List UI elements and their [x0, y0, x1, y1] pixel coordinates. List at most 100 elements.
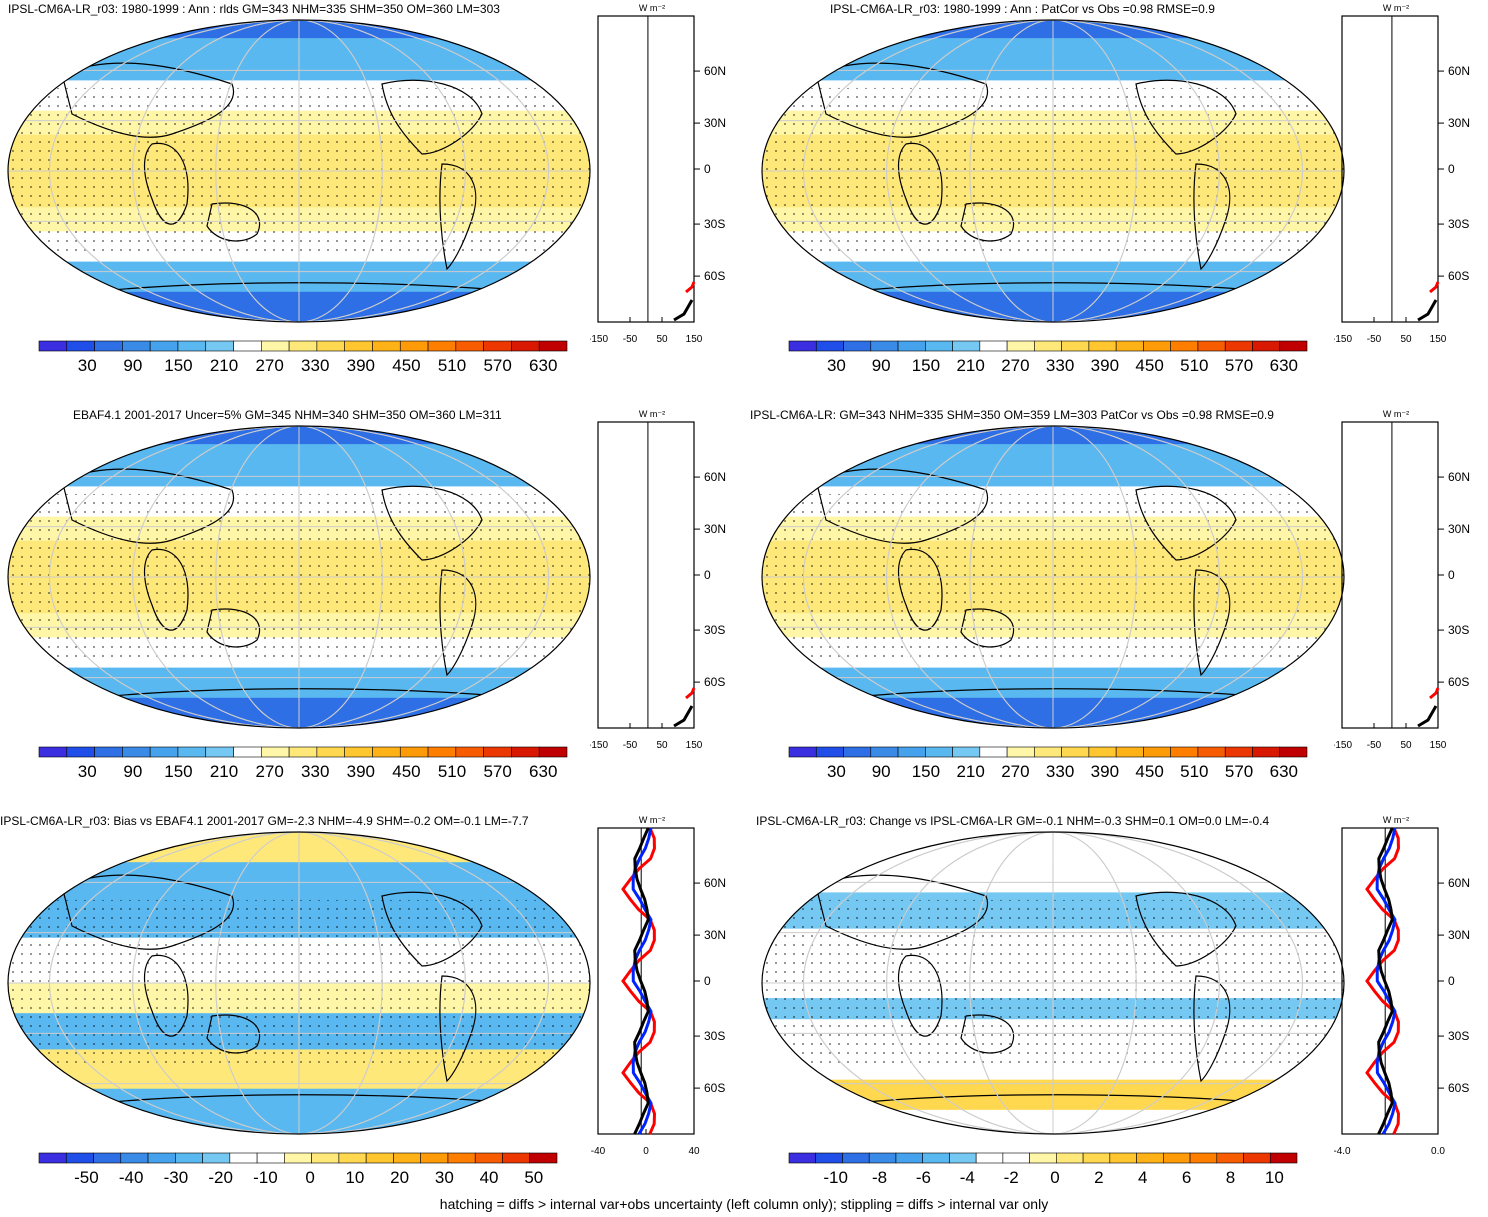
colorbar-tick-label: 150	[164, 762, 192, 782]
colorbar-tick-label: 30	[78, 762, 97, 782]
profile-unit: W m⁻²	[639, 3, 665, 13]
profile-x-tick: 50	[1400, 740, 1412, 751]
latitude-label: 0	[1448, 568, 1455, 582]
colorbar-swatch	[980, 747, 1007, 757]
colorbar-swatch	[816, 747, 843, 757]
colorbar-tick-label: 630	[529, 762, 557, 782]
colorbar-swatch	[66, 1153, 93, 1163]
colorbar	[788, 746, 1308, 760]
profile-line-red	[623, 828, 654, 1134]
colorbar-tick-label: 450	[392, 356, 420, 376]
colorbar-swatch	[206, 747, 234, 757]
profile-x-tick: -150	[1334, 740, 1352, 751]
colorbar-swatch	[67, 341, 95, 351]
colorbar-tick-label: 330	[1046, 762, 1074, 782]
colorbar-swatch	[484, 747, 512, 757]
latitude-label: 0	[704, 568, 711, 582]
colorbar-tick-label: 8	[1226, 1168, 1235, 1188]
colorbar-swatch	[456, 747, 484, 757]
latitude-label: 30S	[1448, 623, 1469, 637]
profile-x-tick: 40	[688, 1146, 700, 1157]
colorbar-swatch	[284, 1153, 311, 1163]
colorbar-swatch	[816, 341, 843, 351]
colorbar-swatch	[150, 747, 178, 757]
profile-x-tick: -150	[590, 334, 608, 345]
colorbar	[788, 1152, 1298, 1166]
latitude-label: 60N	[1448, 64, 1470, 78]
colorbar-swatch	[1062, 747, 1089, 757]
colorbar-tick-label: 270	[255, 356, 283, 376]
colorbar-swatch	[925, 747, 952, 757]
colorbar-swatch	[502, 1153, 529, 1163]
profile-x-tick: 0	[643, 1146, 649, 1157]
colorbar-swatch	[39, 341, 67, 351]
colorbar-swatch	[428, 747, 456, 757]
profile-x-tick: -150	[590, 740, 608, 751]
colorbar-swatch	[925, 341, 952, 351]
colorbar-tick-label: 450	[1135, 762, 1163, 782]
colorbar-swatch	[317, 341, 345, 351]
colorbar-swatch	[898, 341, 925, 351]
colorbar-tick-label: 270	[1001, 762, 1029, 782]
colorbar-swatch	[1089, 341, 1116, 351]
colorbar-swatch	[844, 341, 871, 351]
profile-x-tick: 150	[686, 740, 703, 751]
colorbar-tick-label: 330	[1046, 356, 1074, 376]
colorbar-swatch	[1198, 747, 1225, 757]
colorbar-swatch	[1244, 1153, 1271, 1163]
colorbar-swatch	[1225, 341, 1252, 351]
colorbar-tick-label: -6	[916, 1168, 931, 1188]
colorbar-tick-label: 10	[1265, 1168, 1284, 1188]
colorbar-tick-label: 90	[872, 356, 891, 376]
colorbar-tick-label: 6	[1182, 1168, 1191, 1188]
latitude-label: 30S	[704, 217, 725, 231]
colorbar	[38, 1152, 558, 1166]
colorbar-swatch	[67, 747, 95, 757]
profile-x-tick: -50	[623, 740, 638, 751]
colorbar-swatch	[339, 1153, 366, 1163]
colorbar-swatch	[345, 747, 373, 757]
profile-line-model	[674, 300, 692, 320]
colorbar-swatch	[1007, 747, 1034, 757]
colorbar-swatch	[372, 341, 400, 351]
colorbar-tick-label: 510	[438, 356, 466, 376]
colorbar-tick-label: 0	[305, 1168, 314, 1188]
colorbar-tick-label: 210	[956, 356, 984, 376]
profile-x-tick: -40	[591, 1146, 606, 1157]
map-robinson	[756, 420, 1356, 740]
colorbar-swatch	[1252, 341, 1279, 351]
colorbar-tick-label: 630	[1270, 356, 1298, 376]
colorbar-swatch	[289, 341, 317, 351]
colorbar-swatch	[1198, 341, 1225, 351]
colorbar-swatch	[1034, 341, 1061, 351]
colorbar-swatch	[1089, 747, 1116, 757]
colorbar-swatch	[484, 341, 512, 351]
latitude-label: 60N	[1448, 470, 1470, 484]
colorbar-tick-label: 390	[1091, 762, 1119, 782]
colorbar-swatch	[148, 1153, 175, 1163]
colorbar-tick-label: -40	[119, 1168, 144, 1188]
panel-ebaf-obs: EBAF4.1 2001-2017 Uncer=5% GM=345 NHM=34…	[0, 406, 744, 811]
colorbar-tick-label: 30	[78, 356, 97, 376]
latitude-label: 60N	[704, 876, 726, 890]
colorbar-swatch	[475, 1153, 502, 1163]
colorbar-tick-label: 50	[524, 1168, 543, 1188]
latitude-label: 30N	[1448, 116, 1470, 130]
colorbar-swatch	[816, 1153, 843, 1163]
latitude-label: 60S	[1448, 675, 1469, 689]
colorbar-swatch	[289, 747, 317, 757]
colorbar-tick-label: 510	[1180, 762, 1208, 782]
latitude-label: 30S	[1448, 217, 1469, 231]
profile-unit: W m⁻²	[639, 815, 665, 825]
colorbar-swatch	[1110, 1153, 1137, 1163]
colorbar-swatch	[953, 341, 980, 351]
profile-x-tick: 150	[686, 334, 703, 345]
profile-x-tick: -50	[623, 334, 638, 345]
profile-x-tick: 150	[1430, 740, 1447, 751]
colorbar-swatch	[203, 1153, 230, 1163]
profile-x-tick: -50	[1367, 740, 1382, 751]
